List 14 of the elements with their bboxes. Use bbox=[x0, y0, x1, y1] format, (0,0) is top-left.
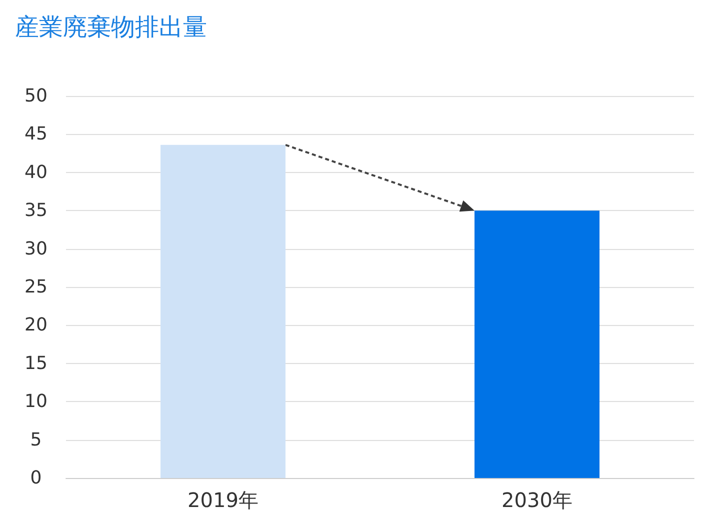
chart-title: 産業廃棄物排出量 bbox=[15, 13, 207, 41]
y-tick-label: 50 bbox=[24, 86, 48, 106]
y-tick-label: 45 bbox=[24, 124, 48, 145]
x-tick-label: 2019年 bbox=[188, 488, 258, 512]
y-tick-label: 40 bbox=[24, 162, 48, 183]
x-tick-label: 2030年 bbox=[502, 488, 572, 512]
y-tick-label: 15 bbox=[24, 352, 48, 374]
y-tick-label: 5 bbox=[30, 429, 42, 450]
y-tick-label: 30 bbox=[24, 238, 48, 260]
y-tick-label: 25 bbox=[24, 276, 48, 298]
y-tick-label: 0 bbox=[30, 468, 42, 488]
y-tick-label: 35 bbox=[24, 200, 48, 222]
y-tick-label: 10 bbox=[24, 391, 48, 412]
y-tick-label: 20 bbox=[24, 314, 48, 336]
